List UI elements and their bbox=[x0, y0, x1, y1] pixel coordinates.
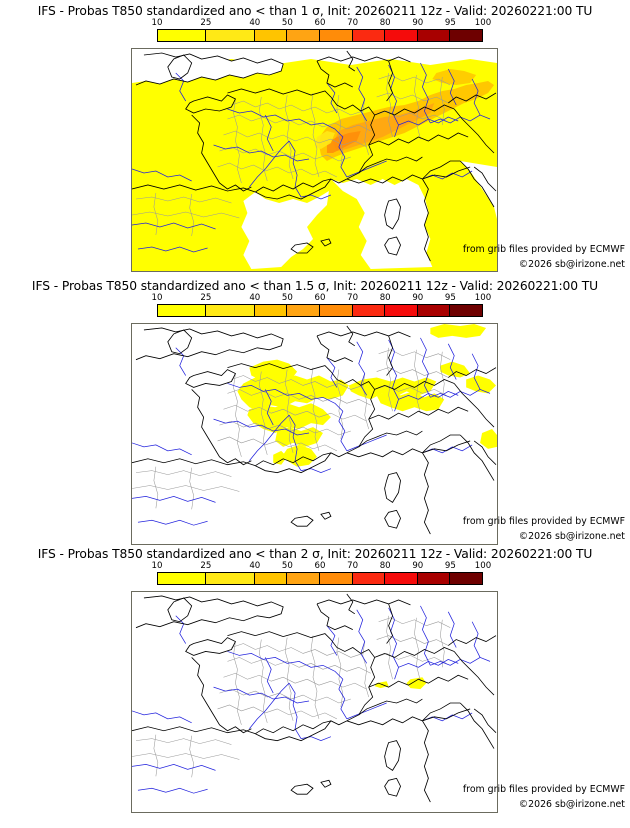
colorbar-tick-40: 40 bbox=[249, 561, 261, 571]
colorbar-tick-95: 95 bbox=[444, 18, 456, 28]
colorbar-tick-70: 70 bbox=[347, 18, 359, 28]
colorbar-tick-60: 60 bbox=[314, 561, 326, 571]
colorbar-band-90 bbox=[417, 305, 451, 316]
colorbar-1_5sigma: 10 25 40 50 60 70 80 90 95 100 bbox=[152, 293, 492, 317]
colorbar-swatches bbox=[157, 29, 483, 42]
colorbar-band-10 bbox=[158, 573, 207, 584]
colorbar-band-60 bbox=[320, 30, 353, 41]
colorbar-band-25 bbox=[206, 30, 255, 41]
colorbar-2sigma: 10 25 40 50 60 70 80 90 95 100 bbox=[152, 561, 492, 585]
colorbar-tick-60: 60 bbox=[314, 18, 326, 28]
colorbar-tick-10: 10 bbox=[151, 293, 163, 303]
panel-title: IFS - Probas T850 standardized ano < tha… bbox=[37, 547, 593, 561]
colorbar-tick-labels: 10 25 40 50 60 70 80 90 95 100 bbox=[152, 18, 492, 29]
colorbar-band-40 bbox=[254, 30, 288, 41]
colorbar-tick-labels: 10 25 40 50 60 70 80 90 95 100 bbox=[152, 561, 492, 572]
colorbar-band-10 bbox=[158, 305, 207, 316]
colorbar-band-70 bbox=[352, 30, 386, 41]
colorbar-band-95 bbox=[450, 573, 482, 584]
probability-map-2sigma[interactable] bbox=[131, 591, 498, 813]
colorbar-tick-25: 25 bbox=[200, 561, 212, 571]
colorbar-tick-40: 40 bbox=[249, 18, 261, 28]
colorbar-tick-50: 50 bbox=[281, 561, 293, 571]
colorbar-band-95 bbox=[450, 30, 482, 41]
colorbar-tick-90: 90 bbox=[412, 18, 424, 28]
credit-copyright: ©2026 sb@irizone.net bbox=[518, 259, 625, 270]
colorbar-tick-25: 25 bbox=[200, 293, 212, 303]
colorbar-band-70 bbox=[352, 305, 386, 316]
colorbar-tick-80: 80 bbox=[379, 18, 391, 28]
colorbar-band-10 bbox=[158, 30, 207, 41]
colorbar-tick-50: 50 bbox=[281, 293, 293, 303]
colorbar-tick-70: 70 bbox=[347, 561, 359, 571]
credit-copyright: ©2026 sb@irizone.net bbox=[518, 531, 625, 542]
colorbar-tick-labels: 10 25 40 50 60 70 80 90 95 100 bbox=[152, 293, 492, 304]
colorbar-band-80 bbox=[385, 305, 418, 316]
colorbar-band-50 bbox=[287, 305, 320, 316]
colorbar-band-25 bbox=[206, 305, 255, 316]
colorbar-tick-50: 50 bbox=[281, 18, 293, 28]
colorbar-swatches bbox=[157, 572, 483, 585]
credit-source: from grib files provided by ECMWF bbox=[462, 244, 625, 255]
colorbar-band-80 bbox=[385, 573, 418, 584]
colorbar-tick-25: 25 bbox=[200, 18, 212, 28]
credit-source: from grib files provided by ECMWF bbox=[462, 516, 625, 527]
colorbar-band-95 bbox=[450, 305, 482, 316]
colorbar-tick-40: 40 bbox=[249, 293, 261, 303]
colorbar-tick-80: 80 bbox=[379, 293, 391, 303]
colorbar-tick-100: 100 bbox=[474, 18, 492, 28]
colorbar-swatches bbox=[157, 304, 483, 317]
colorbar-tick-60: 60 bbox=[314, 293, 326, 303]
colorbar-tick-95: 95 bbox=[444, 561, 456, 571]
colorbar-1sigma: 10 25 40 50 60 70 80 90 95 100 bbox=[152, 18, 492, 42]
probability-map-1sigma[interactable] bbox=[131, 48, 498, 272]
colorbar-band-60 bbox=[320, 305, 353, 316]
colorbar-tick-95: 95 bbox=[444, 293, 456, 303]
colorbar-tick-70: 70 bbox=[347, 293, 359, 303]
panel-title: IFS - Probas T850 standardized ano < tha… bbox=[37, 4, 593, 18]
colorbar-band-90 bbox=[417, 30, 451, 41]
colorbar-band-90 bbox=[417, 573, 451, 584]
colorbar-tick-10: 10 bbox=[151, 561, 163, 571]
colorbar-tick-80: 80 bbox=[379, 561, 391, 571]
panel-title: IFS - Probas T850 standardized ano < tha… bbox=[31, 279, 599, 293]
forecast-panel-1_5sigma: IFS - Probas T850 standardized ano < tha… bbox=[0, 278, 630, 546]
colorbar-tick-100: 100 bbox=[474, 561, 492, 571]
colorbar-band-50 bbox=[287, 30, 320, 41]
colorbar-band-60 bbox=[320, 573, 353, 584]
credit-copyright: ©2026 sb@irizone.net bbox=[518, 799, 625, 810]
colorbar-band-25 bbox=[206, 573, 255, 584]
colorbar-tick-100: 100 bbox=[474, 293, 492, 303]
colorbar-band-40 bbox=[254, 305, 288, 316]
credit-source: from grib files provided by ECMWF bbox=[462, 784, 625, 795]
colorbar-band-70 bbox=[352, 573, 386, 584]
colorbar-band-40 bbox=[254, 573, 288, 584]
forecast-panel-1sigma: IFS - Probas T850 standardized ano < tha… bbox=[0, 0, 630, 278]
colorbar-band-50 bbox=[287, 573, 320, 584]
colorbar-tick-90: 90 bbox=[412, 561, 424, 571]
colorbar-tick-10: 10 bbox=[151, 18, 163, 28]
forecast-panel-2sigma: IFS - Probas T850 standardized ano < tha… bbox=[0, 546, 630, 828]
probability-map-1_5sigma[interactable] bbox=[131, 323, 498, 545]
colorbar-band-80 bbox=[385, 30, 418, 41]
colorbar-tick-90: 90 bbox=[412, 293, 424, 303]
